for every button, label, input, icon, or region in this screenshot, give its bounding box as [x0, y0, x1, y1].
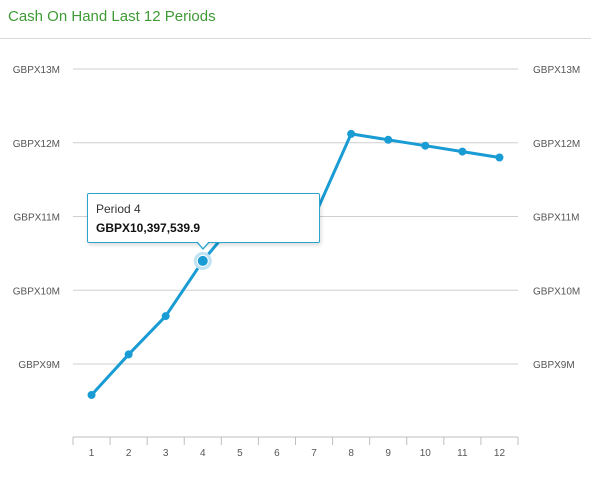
tooltip: Period 4 GBPX10,397,539.9: [87, 193, 320, 243]
x-tick-label: 6: [274, 448, 280, 459]
tooltip-value: GBPX10,397,539.9: [96, 221, 201, 235]
series-cash-on-hand: [87, 129, 504, 399]
y-tick-label-right: GBPX13M: [533, 65, 580, 76]
data-point-highlighted: [196, 254, 209, 267]
x-tick-label: 10: [420, 448, 432, 459]
y-tick-label-right: GBPX10M: [533, 286, 580, 297]
x-tick-label: 1: [89, 448, 95, 459]
data-point: [458, 147, 467, 156]
y-axis-left: GBPX9M GBPX10M GBPX11M GBPX12M GBPX13M: [13, 65, 60, 371]
x-axis: 1 2 3 4 5 6 7 8 9 10 11 12: [72, 436, 519, 459]
data-point: [87, 390, 96, 399]
y-tick-label-left: GBPX9M: [18, 360, 60, 371]
data-point: [384, 135, 393, 144]
data-point: [495, 153, 504, 162]
y-tick-label-right: GBPX12M: [533, 139, 580, 150]
y-tick-label-left: GBPX13M: [13, 65, 60, 76]
chart-title: Cash On Hand Last 12 Periods: [8, 8, 216, 25]
x-tick-label: 4: [200, 448, 206, 459]
y-tick-label-left: GBPX12M: [13, 139, 60, 150]
x-tick-label: 9: [385, 448, 391, 459]
y-axis-right: GBPX9M GBPX10M GBPX11M GBPX12M GBPX13M: [533, 65, 580, 371]
data-point: [347, 129, 356, 138]
x-tick-label: 3: [163, 448, 169, 459]
y-tick-label-left: GBPX11M: [14, 213, 61, 224]
x-tick-label: 12: [494, 448, 506, 459]
x-tick-label: 8: [348, 448, 354, 459]
series-line: [90, 132, 500, 396]
x-tick-label: 11: [457, 448, 468, 459]
data-point: [161, 312, 170, 321]
x-tick-label: 7: [311, 448, 317, 459]
tooltip-arrow-fill: [197, 241, 209, 248]
x-tick-label: 2: [126, 448, 132, 459]
data-point: [124, 350, 133, 359]
y-tick-label-right: GBPX9M: [533, 360, 575, 371]
title-divider: [0, 38, 591, 39]
x-tick-label: 5: [237, 448, 243, 459]
y-tick-label-right: GBPX11M: [533, 213, 580, 224]
data-point: [421, 141, 430, 150]
y-tick-label-left: GBPX10M: [13, 286, 60, 297]
tooltip-label: Period 4: [96, 202, 141, 216]
